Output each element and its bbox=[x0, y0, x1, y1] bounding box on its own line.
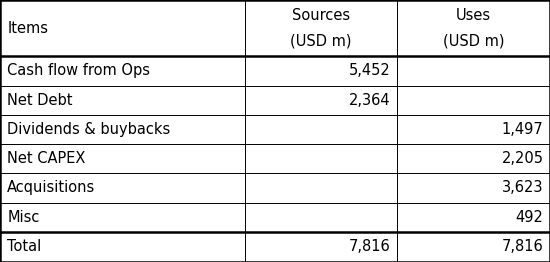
Text: Misc: Misc bbox=[7, 210, 40, 225]
Text: Dividends & buybacks: Dividends & buybacks bbox=[7, 122, 170, 137]
Text: 3,623: 3,623 bbox=[502, 181, 543, 195]
Text: Cash flow from Ops: Cash flow from Ops bbox=[7, 63, 150, 78]
Text: Sources: Sources bbox=[292, 8, 350, 23]
Text: Uses: Uses bbox=[456, 8, 491, 23]
Text: Acquisitions: Acquisitions bbox=[7, 181, 95, 195]
Text: Items: Items bbox=[7, 21, 48, 36]
Text: 2,364: 2,364 bbox=[349, 93, 390, 108]
Text: (USD m): (USD m) bbox=[290, 34, 351, 49]
Text: 7,816: 7,816 bbox=[502, 239, 543, 254]
Text: 2,205: 2,205 bbox=[502, 151, 543, 166]
Text: (USD m): (USD m) bbox=[443, 34, 504, 49]
Text: Net Debt: Net Debt bbox=[7, 93, 73, 108]
Text: 7,816: 7,816 bbox=[349, 239, 390, 254]
Text: 5,452: 5,452 bbox=[349, 63, 390, 78]
Text: Total: Total bbox=[7, 239, 41, 254]
Text: Net CAPEX: Net CAPEX bbox=[7, 151, 86, 166]
Text: 1,497: 1,497 bbox=[502, 122, 543, 137]
Text: 492: 492 bbox=[515, 210, 543, 225]
